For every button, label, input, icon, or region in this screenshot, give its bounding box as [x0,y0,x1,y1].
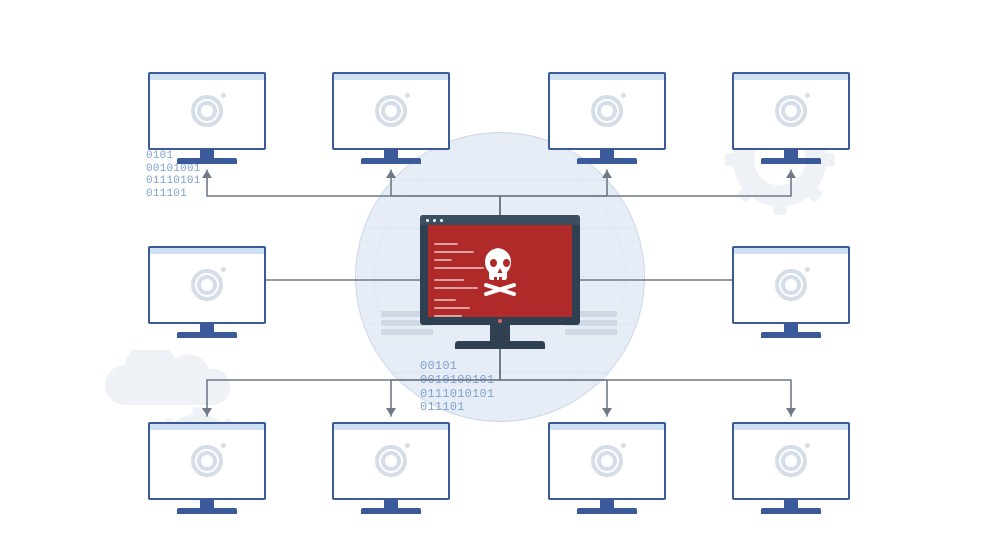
skull-crossbones-icon [479,246,521,296]
attacker-computer [420,215,580,349]
target-monitor [148,72,266,164]
target-monitor [332,72,450,164]
target-monitor [732,422,850,514]
malware-screen [428,225,572,317]
target-monitor [732,246,850,338]
diagram-stage: 0101 00101001 01110101 011101 00101 0010… [0,0,1000,553]
target-monitor [548,422,666,514]
cloud-icon [105,350,235,405]
target-monitor [332,422,450,514]
attacker-titlebar [420,215,580,225]
target-monitor [732,72,850,164]
binary-text: 00101 0010100101 0111010101 011101 [420,360,494,415]
target-monitor [548,72,666,164]
attacker-screen [420,215,580,325]
target-monitor [148,422,266,514]
monitor-stand-neck [490,325,510,341]
target-monitor [148,246,266,338]
monitor-stand-base [455,341,545,349]
